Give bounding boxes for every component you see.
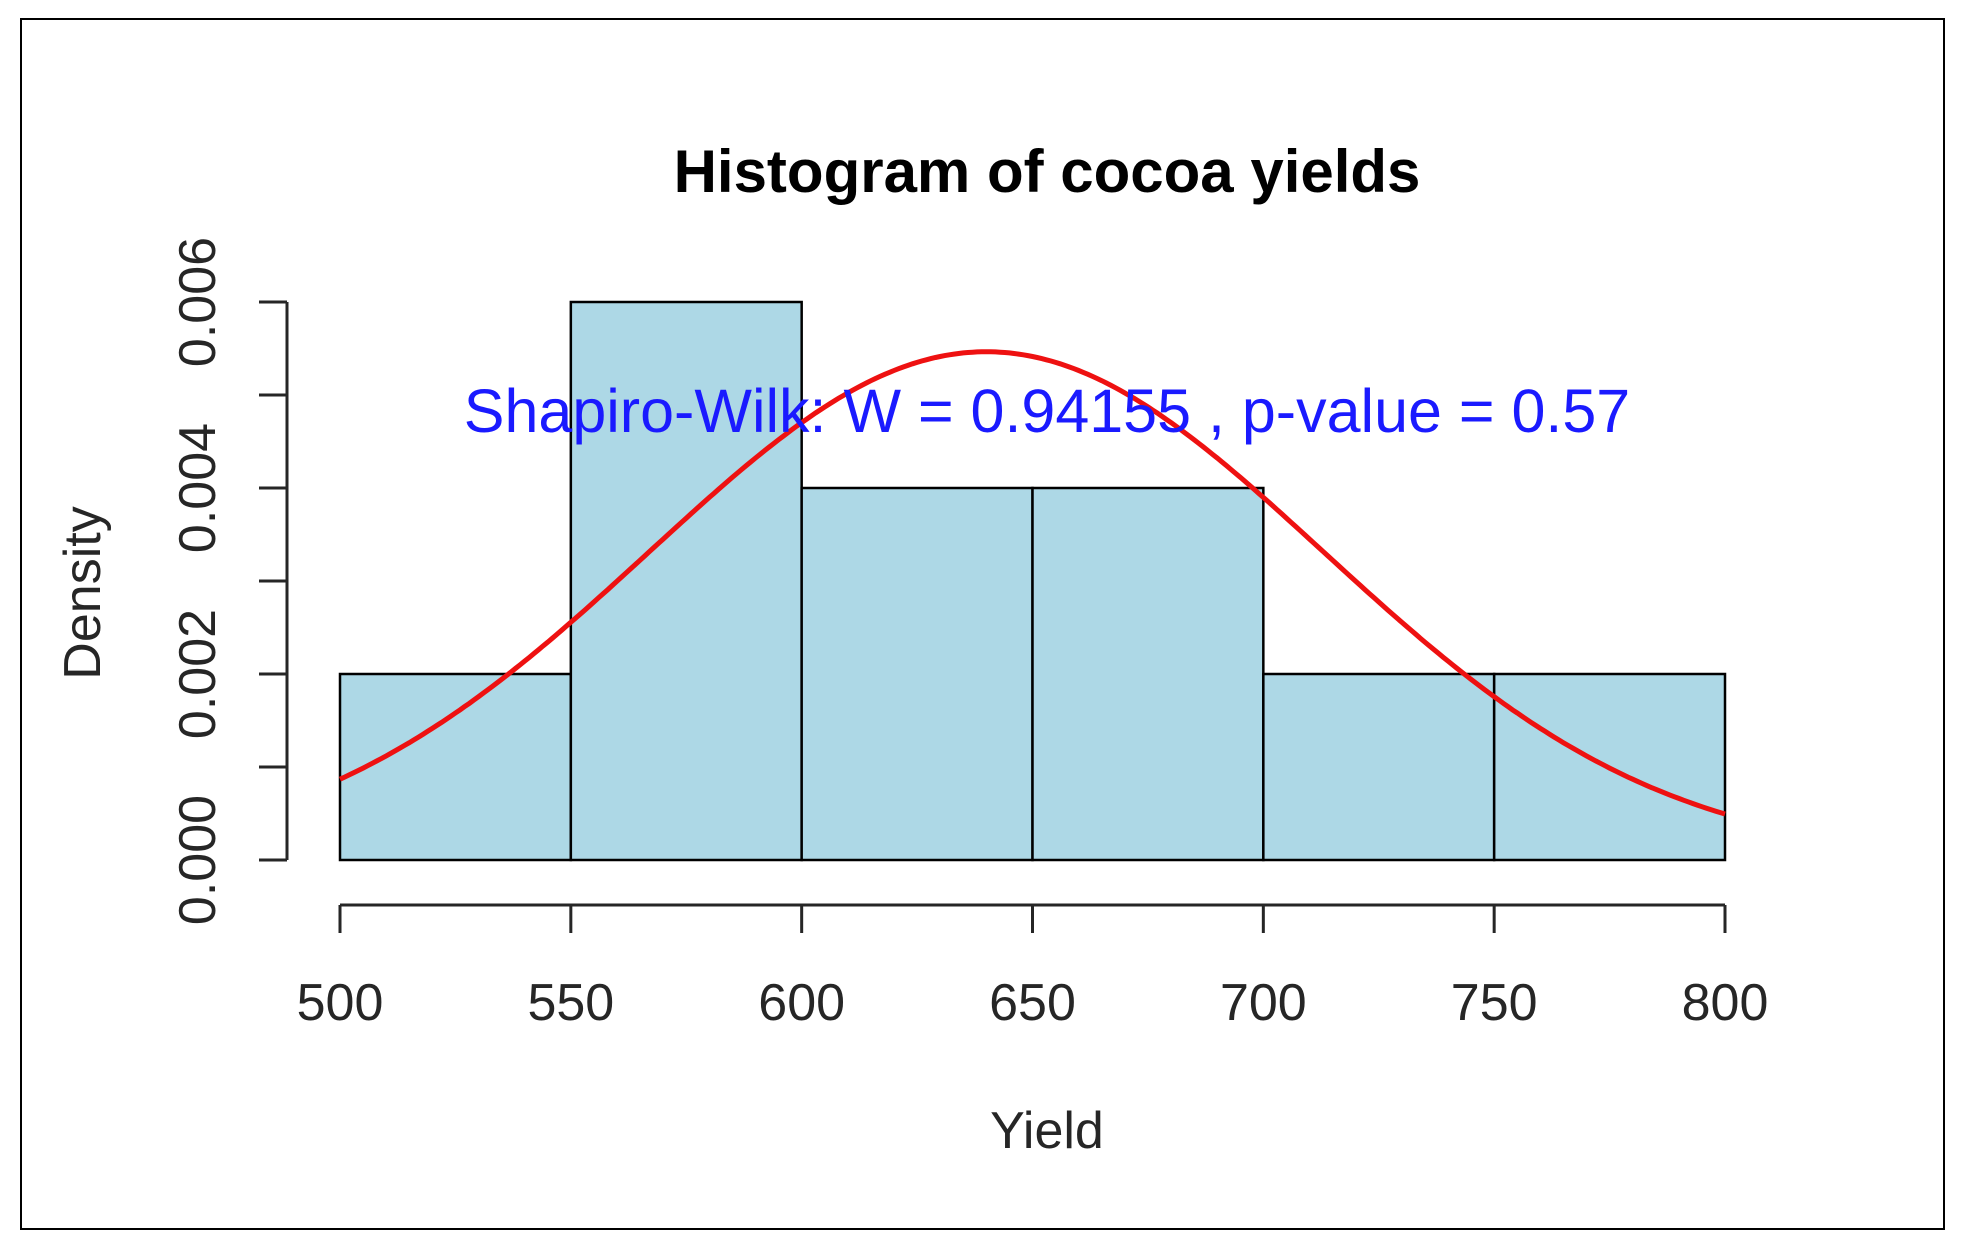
- histogram-bar: [1031, 486, 1265, 862]
- y-tick-label: 0.002: [169, 609, 227, 739]
- y-tick-label: 0.006: [169, 237, 227, 367]
- x-tick-label: 750: [1451, 974, 1538, 1032]
- shapiro-wilk-annotation: Shapiro-Wilk: W = 0.94155 , p-value = 0.…: [464, 377, 1630, 445]
- histogram-bar: [338, 672, 573, 862]
- y-tick-label: 0.004: [169, 423, 227, 553]
- x-tick-label: 650: [989, 974, 1076, 1032]
- x-tick-label: 600: [758, 974, 845, 1032]
- y-axis-label: Density: [54, 506, 112, 679]
- x-axis-label: Yield: [990, 1102, 1104, 1160]
- histogram-bar: [1262, 672, 1496, 862]
- x-axis: 500 550 600 650 700 750 800: [297, 903, 1769, 1032]
- normal-curve: [338, 349, 1726, 817]
- x-tick-label: 550: [527, 974, 614, 1032]
- y-axis: 0.000 0.002 0.004 0.006: [169, 237, 289, 925]
- y-tick-label: 0.000: [169, 795, 227, 925]
- histogram-bar: [569, 300, 803, 862]
- bars-group: [338, 300, 1727, 862]
- plot-frame: Histogram of cocoa yields Yield Density …: [20, 18, 1945, 1230]
- chart-title: Histogram of cocoa yields: [674, 138, 1421, 205]
- histogram-bar: [800, 486, 1034, 862]
- x-tick-label: 500: [297, 974, 384, 1032]
- x-tick-label: 800: [1682, 974, 1769, 1032]
- histogram-chart: Histogram of cocoa yields Yield Density …: [54, 138, 1769, 1160]
- x-tick-label: 700: [1220, 974, 1307, 1032]
